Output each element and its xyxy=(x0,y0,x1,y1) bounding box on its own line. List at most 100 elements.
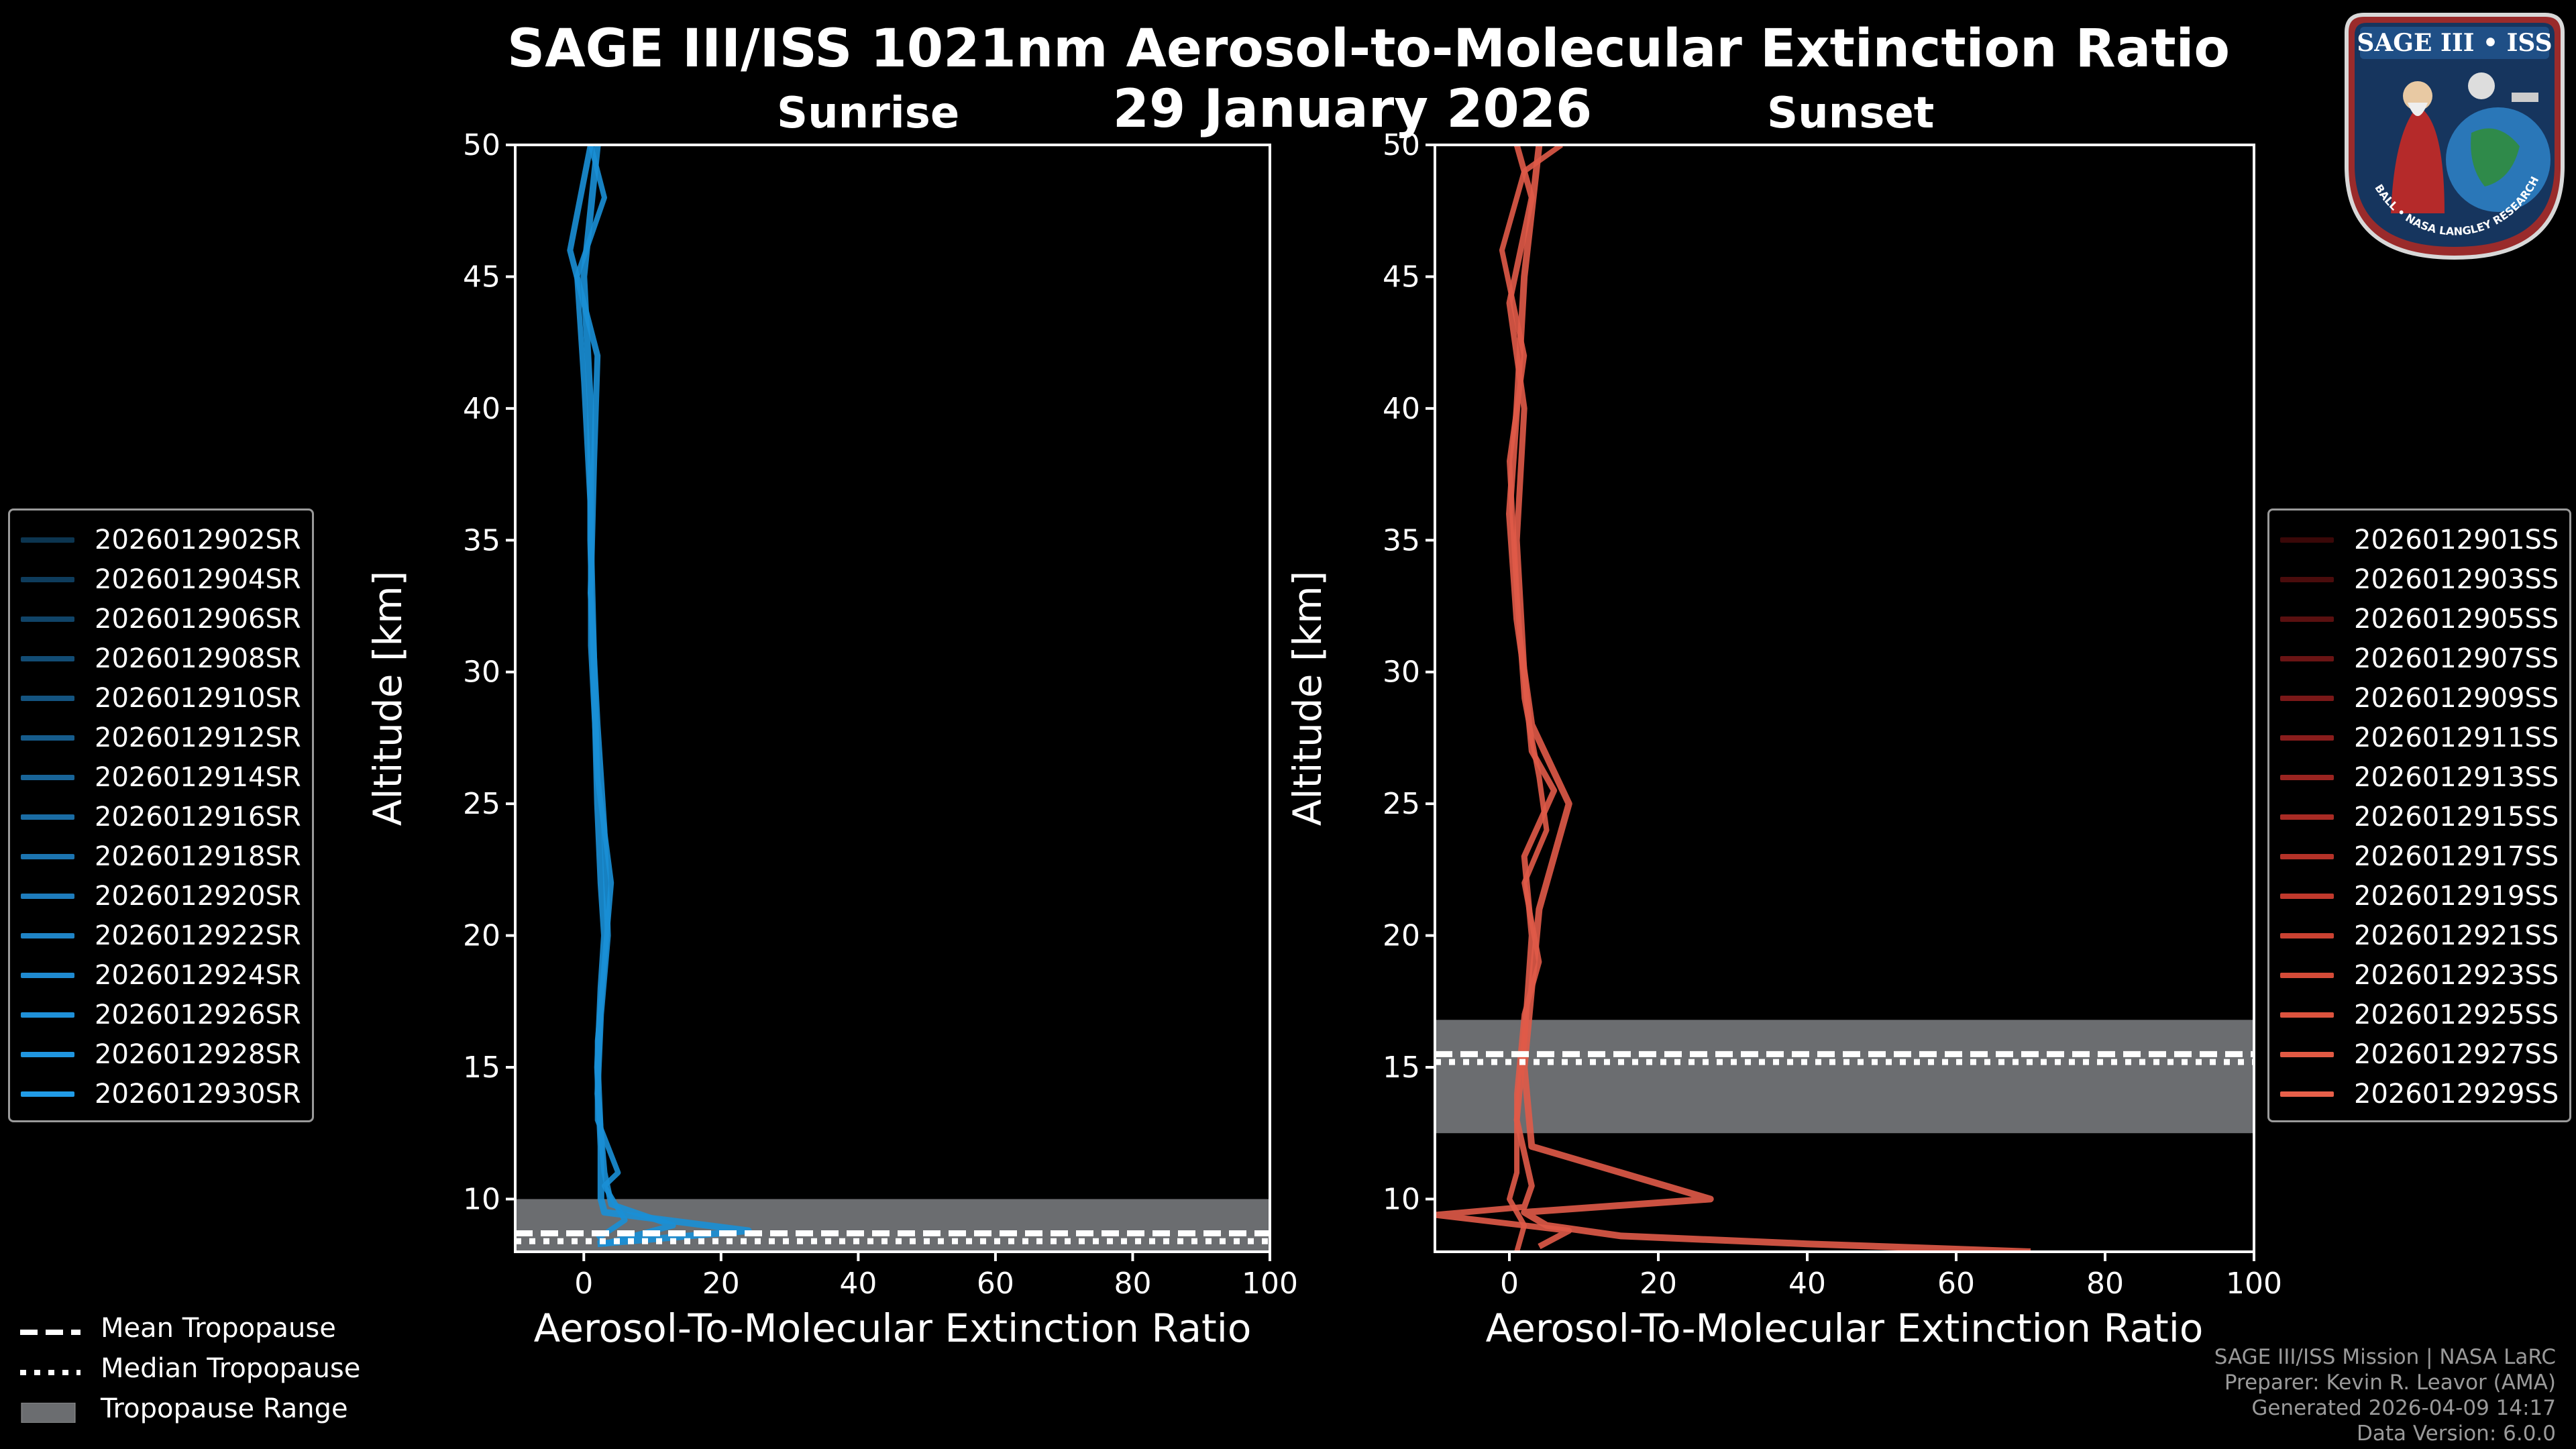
legend-label: 2026012907SS xyxy=(2354,643,2559,674)
sunset-x-axis-label: Aerosol-To-Molecular Extinction Ratio xyxy=(1486,1305,2204,1351)
legend-swatch xyxy=(21,1012,74,1018)
legend-entry: 2026012901SS xyxy=(2280,520,2559,559)
legend-swatch xyxy=(21,893,74,899)
chart-title: SAGE III/ISS 1021nm Aerosol-to-Molecular… xyxy=(507,19,2230,79)
legend-swatch xyxy=(2280,1012,2334,1018)
tropopause-range-swatch xyxy=(20,1399,80,1424)
legend-swatch xyxy=(21,735,74,741)
sunset-tropopause-range-band xyxy=(1435,1020,2254,1134)
legend-entry: 2026012903SS xyxy=(2280,559,2559,599)
sunset-ytick-label: 20 xyxy=(1383,919,1420,953)
sunrise-ytick-label: 10 xyxy=(463,1182,500,1216)
svg-text:SAGE III • ISS: SAGE III • ISS xyxy=(2357,29,2552,57)
sunrise-legend: 2026012902SR 2026012904SR 2026012906SR 2026… xyxy=(8,508,314,1122)
legend-swatch xyxy=(21,814,74,820)
sunset-ytick-label: 15 xyxy=(1383,1051,1420,1085)
legend-swatch xyxy=(2280,695,2334,701)
median-tropopause-label: Median Tropopause xyxy=(101,1353,361,1384)
tropopause-legend: Mean Tropopause Median Tropopause Tropop… xyxy=(20,1308,360,1429)
credit-version: Data Version: 6.0.0 xyxy=(2356,1421,2556,1446)
sunset-xtick-label: 40 xyxy=(1788,1267,1826,1301)
legend-swatch xyxy=(2280,814,2334,820)
legend-swatch xyxy=(2280,1051,2334,1057)
legend-label: 2026012925SS xyxy=(2354,999,2559,1030)
legend-swatch xyxy=(2280,972,2334,978)
legend-entry: 2026012930SR xyxy=(21,1074,301,1114)
legend-label: 2026012906SR xyxy=(95,603,301,635)
sunrise-ytick-label: 45 xyxy=(463,260,500,294)
legend-label: 2026012909SS xyxy=(2354,682,2559,714)
legend-swatch xyxy=(21,972,74,978)
legend-swatch xyxy=(21,932,74,938)
legend-label: 2026012930SR xyxy=(95,1078,301,1110)
credit-preparer: Preparer: Kevin R. Leavor (AMA) xyxy=(2224,1371,2556,1395)
legend-entry: 2026012907SS xyxy=(2280,639,2559,678)
sunrise-xtick-label: 60 xyxy=(977,1267,1014,1301)
legend-label: 2026012920SR xyxy=(95,880,301,912)
legend-entry: 2026012925SS xyxy=(2280,995,2559,1034)
sunrise-ytick-label: 50 xyxy=(463,128,500,162)
legend-swatch xyxy=(21,616,74,622)
sunrise-profile-2026012902SR xyxy=(580,145,752,1248)
legend-swatch xyxy=(2280,735,2334,741)
legend-swatch xyxy=(21,1051,74,1057)
legend-entry: 2026012924SR xyxy=(21,955,301,995)
sunset-panel-title: Sunset xyxy=(1767,89,1935,138)
sunrise-panel-title: Sunrise xyxy=(777,89,960,138)
sunrise-ytick-label: 30 xyxy=(463,655,500,690)
credit-mission: SAGE III/ISS Mission | NASA LaRC xyxy=(2214,1345,2556,1369)
legend-entry: 2026012909SS xyxy=(2280,678,2559,718)
chart-date: 29 January 2026 xyxy=(1112,79,1593,140)
sunset-xtick-label: 20 xyxy=(1640,1267,1677,1301)
sunrise-ytick-label: 40 xyxy=(463,392,500,426)
legend-label: 2026012914SR xyxy=(95,761,301,793)
legend-entry: 2026012916SR xyxy=(21,797,301,837)
legend-swatch xyxy=(21,853,74,859)
legend-entry: 2026012920SR xyxy=(21,876,301,916)
sunset-ytick-label: 35 xyxy=(1383,523,1420,557)
legend-label: 2026012921SS xyxy=(2354,920,2559,951)
sunset-xtick-label: 80 xyxy=(2086,1267,2124,1301)
sunrise-xtick-label: 80 xyxy=(1114,1267,1151,1301)
legend-label: 2026012917SS xyxy=(2354,841,2559,872)
sunrise-ytick-label: 20 xyxy=(463,919,500,953)
legend-label: 2026012910SR xyxy=(95,682,301,714)
sunset-legend: 2026012901SS 2026012903SS 2026012905SS 2026… xyxy=(2267,508,2572,1122)
legend-entry: 2026012926SR xyxy=(21,995,301,1034)
legend-swatch xyxy=(2280,893,2334,899)
legend-swatch xyxy=(2280,655,2334,661)
legend-swatch xyxy=(21,695,74,701)
sunrise-profile-2026012930SR xyxy=(574,145,628,1241)
legend-label: 2026012915SS xyxy=(2354,801,2559,833)
legend-label: 2026012926SR xyxy=(95,999,301,1030)
legend-swatch xyxy=(21,655,74,661)
legend-swatch xyxy=(21,576,74,582)
legend-entry: 2026012908SR xyxy=(21,639,301,678)
legend-label: 2026012905SS xyxy=(2354,603,2559,635)
legend-label: 2026012927SS xyxy=(2354,1038,2559,1070)
legend-entry: 2026012902SR xyxy=(21,520,301,559)
sunrise-ytick-label: 35 xyxy=(463,523,500,557)
legend-swatch xyxy=(2280,774,2334,780)
legend-entry: 2026012912SR xyxy=(21,718,301,757)
legend-label: 2026012903SS xyxy=(2354,564,2559,595)
legend-entry: 2026012919SS xyxy=(2280,876,2559,916)
sunset-ytick-label: 50 xyxy=(1383,128,1420,162)
legend-label: 2026012912SR xyxy=(95,722,301,753)
legend-swatch xyxy=(2280,576,2334,582)
sunrise-xtick-label: 100 xyxy=(1242,1267,1298,1301)
legend-entry: 2026012910SR xyxy=(21,678,301,718)
sunrise-ytick-label: 15 xyxy=(463,1051,500,1085)
legend-entry: 2026012917SS xyxy=(2280,837,2559,876)
sunrise-xtick-label: 0 xyxy=(574,1267,593,1301)
legend-entry: 2026012905SS xyxy=(2280,599,2559,639)
sunset-xtick-label: 100 xyxy=(2226,1267,2282,1301)
sunset-xtick-label: 60 xyxy=(1937,1267,1975,1301)
sunset-profile-2026012929SS xyxy=(1499,145,1564,1252)
median-tropopause-swatch xyxy=(20,1358,80,1379)
legend-label: 2026012916SR xyxy=(95,801,301,833)
legend-label: 2026012919SS xyxy=(2354,880,2559,912)
legend-swatch xyxy=(2280,853,2334,859)
sunset-ytick-label: 45 xyxy=(1383,260,1420,294)
